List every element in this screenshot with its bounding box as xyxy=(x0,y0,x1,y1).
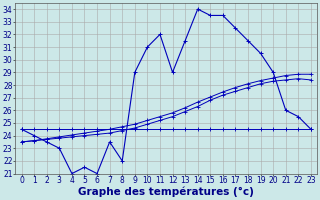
X-axis label: Graphe des températures (°c): Graphe des températures (°c) xyxy=(78,187,254,197)
